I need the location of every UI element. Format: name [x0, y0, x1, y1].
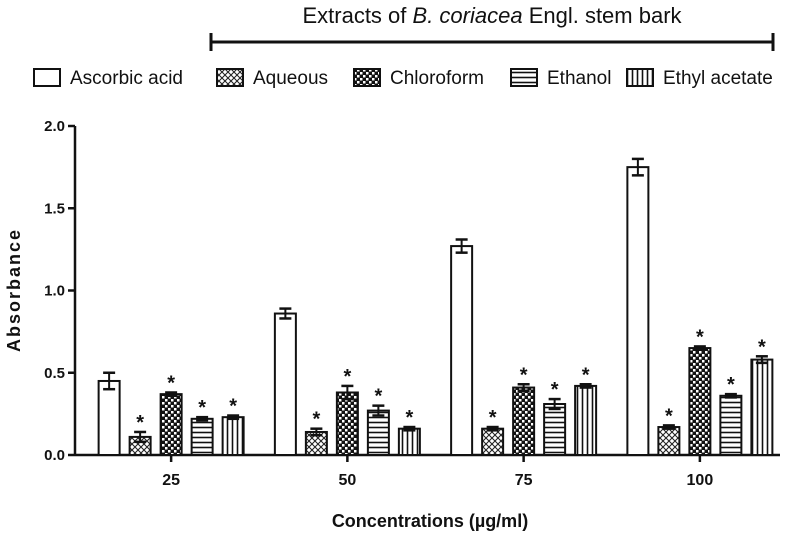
significance-marker: * [405, 407, 413, 429]
error-bar [165, 391, 178, 398]
y-tick-label: 1.5 [44, 200, 65, 217]
bar-chloroform-100 [688, 347, 712, 457]
legend-item-ethanol: Ethanol [510, 68, 611, 89]
bar-ethanol-100 [719, 394, 743, 456]
significance-marker: * [520, 364, 528, 386]
significance-marker: * [343, 366, 351, 388]
error-bar [196, 415, 209, 422]
legend-item-chloroform: Chloroform [353, 68, 484, 89]
y-axis-title: Absorbance [4, 228, 24, 352]
header-suffix: Engl. stem bark [523, 3, 683, 28]
error-bar [517, 383, 530, 393]
extracts-bracket [209, 33, 775, 51]
legend-label: Ethyl acetate [663, 68, 773, 89]
error-bar [693, 345, 706, 351]
significance-marker: * [136, 412, 144, 434]
legend-label: Ascorbic acid [70, 68, 183, 89]
significance-marker: * [665, 405, 673, 427]
error-bar [579, 383, 592, 389]
significance-marker: * [198, 397, 206, 419]
error-bar [455, 238, 468, 254]
significance-marker: * [727, 374, 735, 396]
error-bar [755, 355, 768, 365]
bar-ascorbic-acid-25 [97, 379, 121, 457]
legend-swatch [510, 68, 538, 87]
significance-marker: * [758, 336, 766, 358]
significance-marker: * [312, 409, 320, 431]
error-bar [227, 414, 240, 421]
significance-marker: * [551, 379, 559, 401]
y-tick-label: 1.0 [44, 283, 65, 300]
significance-marker: * [167, 372, 175, 394]
x-tick-label: 25 [162, 472, 180, 489]
error-bar [310, 427, 323, 437]
bar-ascorbic-acid-50 [273, 312, 297, 456]
legend-item-aqueous: Aqueous [216, 68, 328, 89]
error-bar [341, 384, 354, 401]
legend-label: Chloroform [390, 68, 484, 89]
error-bar [134, 430, 147, 444]
header-species: B. coriacea [413, 3, 523, 28]
header-prefix: Extracts of [302, 3, 412, 28]
error-bar [403, 425, 416, 432]
significance-marker: * [582, 364, 590, 386]
bar-ethyl-acetate-50 [397, 427, 421, 456]
error-bar [103, 371, 116, 391]
legend: Ascorbic acid Aqueous Chloroform Ethanol Eth… [33, 68, 773, 89]
x-tick-label: 50 [338, 472, 356, 489]
legend-item-ascorbic-acid: Ascorbic acid [33, 68, 183, 89]
error-bar [486, 425, 499, 432]
bar-ethanol-25 [190, 417, 214, 456]
significance-marker: * [229, 396, 237, 418]
error-bar [662, 424, 675, 430]
error-bar [279, 307, 292, 320]
bar-ascorbic-acid-100 [626, 166, 650, 456]
x-axis-title: Concentrations (µg/ml) [332, 511, 528, 531]
bar-ethanol-50 [366, 409, 390, 456]
legend-swatch [353, 68, 381, 87]
legend-label: Aqueous [253, 68, 328, 89]
legend-label: Ethanol [547, 68, 611, 89]
bar-chloroform-75 [512, 386, 536, 456]
significance-marker: * [696, 326, 704, 348]
bar-chloroform-25 [159, 393, 183, 457]
bars: * * * * * * * * * * * * * * * * [97, 157, 774, 457]
error-bar [724, 392, 737, 399]
x-tick-label: 100 [687, 472, 714, 489]
bar-chloroform-50 [335, 391, 359, 456]
bar-aqueous-75 [481, 427, 505, 456]
legend-item-ethyl-acetate: Ethyl acetate [626, 68, 773, 89]
error-bar [548, 397, 561, 411]
bar-ascorbic-acid-75 [450, 245, 474, 456]
legend-swatch [216, 68, 244, 87]
legend-swatch [626, 68, 654, 87]
error-bar [631, 157, 644, 177]
bar-ethyl-acetate-75 [574, 384, 598, 456]
x-tick-label: 75 [515, 472, 533, 489]
y-tick-label: 0.5 [44, 365, 65, 382]
bar-ethyl-acetate-100 [750, 358, 774, 456]
bar-ethyl-acetate-25 [221, 416, 245, 457]
significance-marker: * [489, 407, 497, 429]
bar-ethanol-75 [543, 403, 567, 457]
significance-marker: * [374, 386, 382, 408]
y-tick-label: 0.0 [44, 447, 65, 464]
extracts-header: Extracts of B. coriacea Engl. stem bark [302, 3, 682, 28]
error-bar [372, 404, 385, 417]
bar-aqueous-100 [657, 426, 681, 457]
y-tick-label: 2.0 [44, 118, 65, 135]
legend-swatch [33, 68, 61, 87]
